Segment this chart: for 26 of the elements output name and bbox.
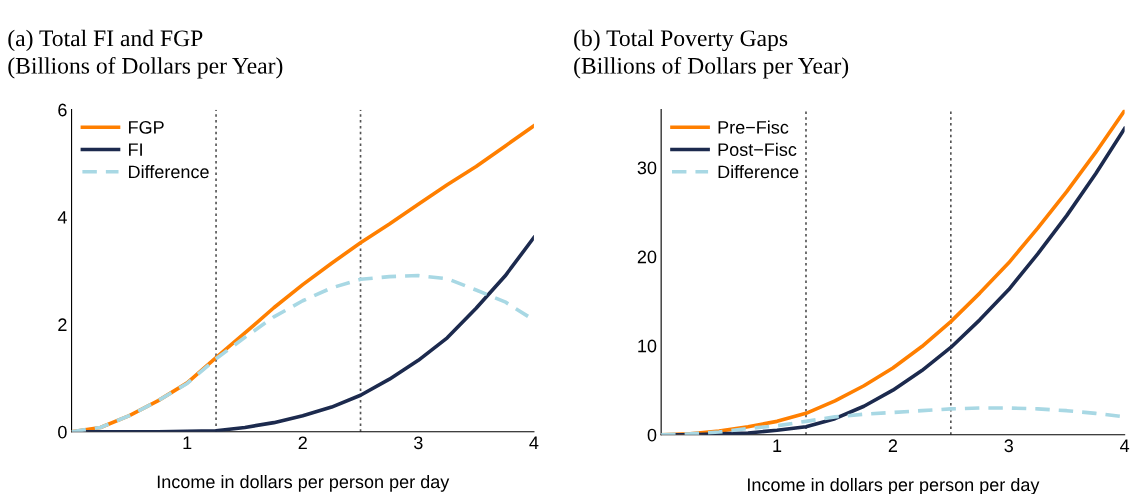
x-tick-label: 1 [773, 439, 782, 452]
legend-label: Difference [718, 165, 799, 179]
x-tick-label: 2 [888, 439, 898, 452]
x-axis-title: Income in dollars per person per day [748, 477, 1040, 494]
y-tick-label: 0 [647, 428, 657, 442]
legend-label: FI [129, 143, 142, 156]
y-tick-label: 30 [637, 161, 657, 175]
x-axis-title: Income in dollars per person per day [157, 474, 450, 492]
x-tick-label: 2 [298, 436, 307, 450]
x-tick-label: 3 [1004, 439, 1013, 453]
x-tick-label: 4 [529, 436, 539, 450]
y-tick-label: 6 [58, 103, 67, 117]
y-tick-label: 0 [58, 425, 67, 439]
legend-label: FGP [129, 120, 164, 134]
x-tick-label: 3 [414, 436, 423, 450]
chart-title: (a) Total FI and FGP (Billions of Dollars per Year) [8, 29, 283, 79]
x-tick-label: 1 [183, 436, 192, 450]
y-tick-label: 20 [637, 250, 657, 264]
y-tick-label: 2 [58, 318, 67, 331]
x-tick-label: 4 [1120, 439, 1130, 452]
legend-label: Post−Fisc [718, 142, 797, 157]
chart-title: (b) Total Poverty Gaps (Billions of Dollars per Year) [574, 29, 849, 79]
legend-label: Pre−Fisc [718, 120, 789, 134]
y-tick-label: 10 [638, 339, 657, 353]
legend-label: Difference [129, 165, 209, 179]
y-tick-label: 4 [57, 211, 67, 224]
